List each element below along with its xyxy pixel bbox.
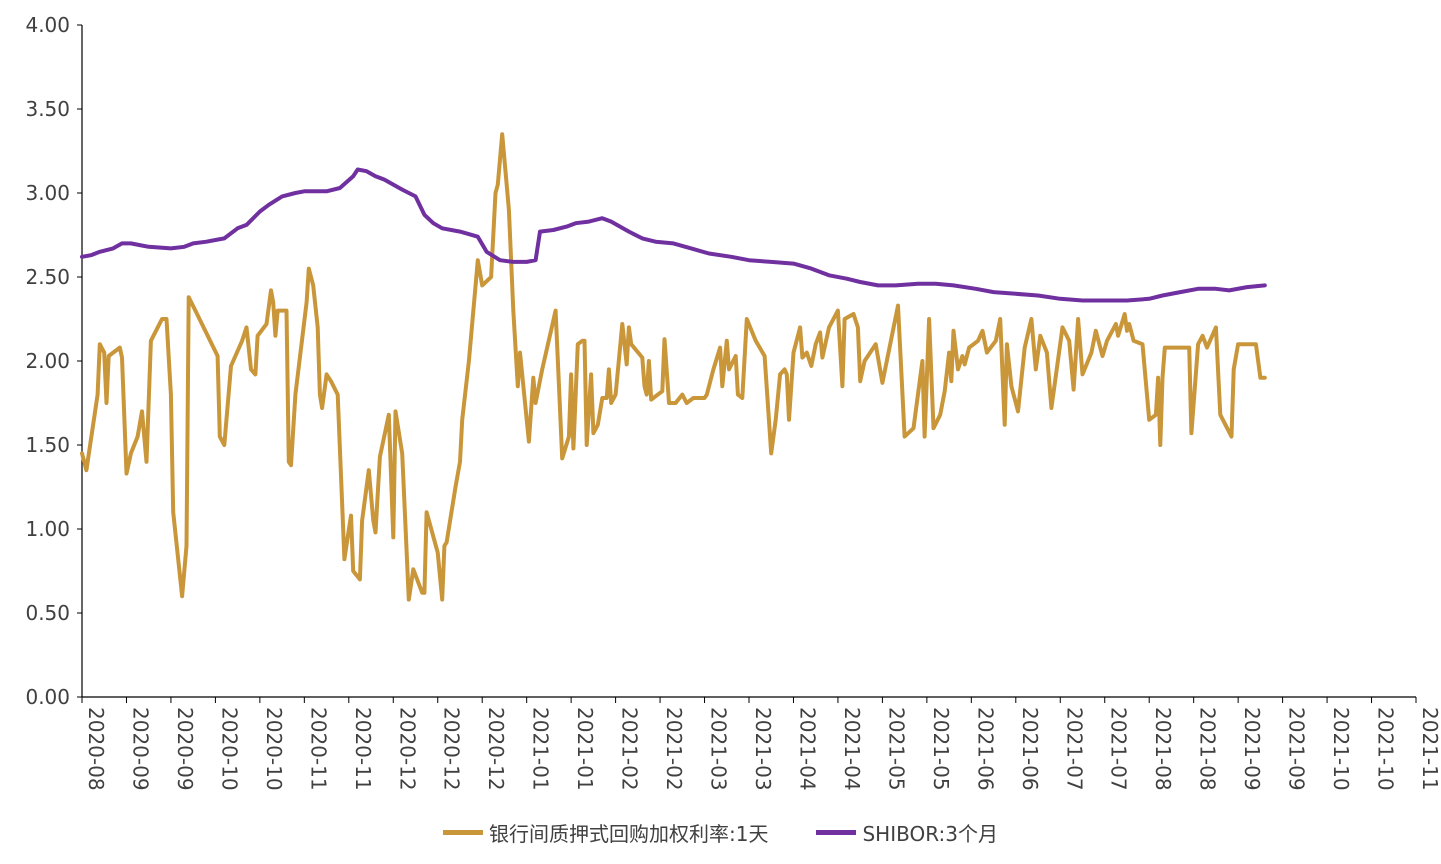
x-tick-label: 2021-07 — [1107, 707, 1131, 791]
y-tick-label: 2.50 — [25, 265, 70, 289]
x-tick-label: 2021-06 — [1018, 707, 1042, 791]
x-tick-label: 2020-09 — [128, 707, 152, 791]
y-tick-label: 0.50 — [25, 601, 70, 625]
x-tick-label: 2020-09 — [173, 707, 197, 791]
x-tick-label: 2021-08 — [1151, 707, 1175, 791]
x-tick-label: 2021-01 — [573, 707, 597, 791]
x-axis: 2020-08 2020-09 2020-09 2020-10 2020-10 2020-… — [81, 696, 1441, 791]
legend-item-shibor: SHIBOR:3个月 — [816, 818, 998, 847]
x-tick-label: 2021-09 — [1240, 707, 1264, 791]
x-tick-label: 2021-02 — [618, 707, 642, 791]
x-tick-label: 2020-11 — [306, 707, 330, 791]
x-tick-label: 2021-11 — [1418, 707, 1441, 791]
y-tick-label: 0.00 — [25, 685, 70, 709]
x-tick-label: 2021-06 — [973, 707, 997, 791]
x-tick-label: 2021-10 — [1374, 707, 1398, 791]
y-tick-label: 4.00 — [25, 13, 70, 37]
x-tick-label: 2021-01 — [529, 707, 553, 791]
x-tick-label: 2020-10 — [217, 707, 241, 791]
legend-label-repo: 银行间质押式回购加权利率:1天 — [489, 822, 769, 846]
legend: 银行间质押式回购加权利率:1天 SHIBOR:3个月 — [0, 818, 1441, 847]
y-tick-label: 2.00 — [25, 349, 70, 373]
series-line-repo-rate — [80, 132, 1267, 602]
y-tick-label: 3.50 — [25, 97, 70, 121]
x-tick-label: 2021-05 — [884, 707, 908, 791]
x-tick-label: 2021-08 — [1196, 707, 1220, 791]
legend-swatch-repo — [443, 830, 484, 835]
x-tick-label: 2021-03 — [751, 707, 775, 791]
x-tick-label: 2021-09 — [1285, 707, 1309, 791]
x-tick-label: 2021-04 — [840, 707, 864, 791]
series-line-shibor-3m — [80, 167, 1267, 303]
x-tick-label: 2020-12 — [395, 707, 419, 791]
x-tick-label: 2021-03 — [707, 707, 731, 791]
x-tick-label: 2020-08 — [84, 707, 108, 791]
x-tick-label: 2021-10 — [1329, 707, 1353, 791]
series-lines — [80, 132, 1267, 602]
y-axis: 0.00 0.50 1.00 1.50 2.00 2.50 3.00 3.50 4.00 — [25, 13, 83, 709]
x-tick-label: 2020-11 — [351, 707, 375, 791]
y-tick-label: 1.50 — [25, 433, 70, 457]
y-tick-label: 1.00 — [25, 517, 70, 541]
x-tick-label: 2021-05 — [929, 707, 953, 791]
legend-label-shibor: SHIBOR:3个月 — [862, 822, 998, 846]
y-tick-label: 3.00 — [25, 181, 70, 205]
legend-item-repo: 银行间质押式回购加权利率:1天 — [443, 818, 768, 847]
x-tick-label: 2021-02 — [662, 707, 686, 791]
x-tick-label: 2020-12 — [484, 707, 508, 791]
x-tick-label: 2021-04 — [795, 707, 819, 791]
x-tick-label: 2020-10 — [262, 707, 286, 791]
x-tick-label: 2021-07 — [1062, 707, 1086, 791]
legend-swatch-shibor — [816, 830, 857, 835]
x-tick-label: 2020-12 — [440, 707, 464, 791]
